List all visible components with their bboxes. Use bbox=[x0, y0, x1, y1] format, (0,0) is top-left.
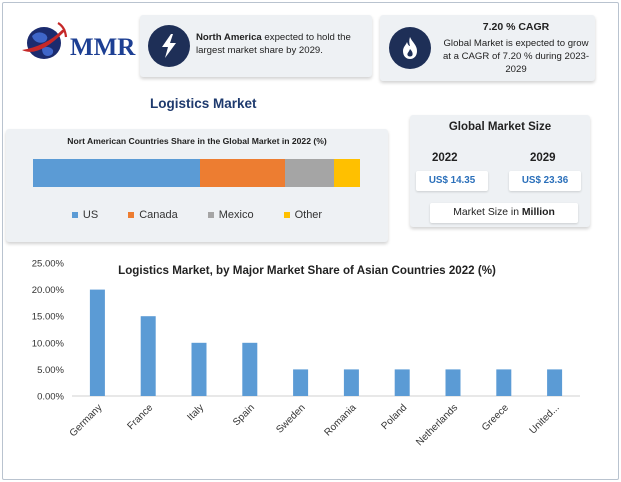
y-tick-label: 25.00% bbox=[32, 259, 65, 270]
legend-swatch bbox=[128, 212, 135, 218]
gms-year-2029: 2029 bbox=[530, 152, 556, 164]
na-legend-item: Canada bbox=[128, 209, 178, 221]
gms-year-2022: 2022 bbox=[432, 152, 458, 164]
bar-sweden bbox=[293, 369, 309, 396]
legend-swatch bbox=[207, 212, 214, 218]
gms-value-2029: US$ 23.36 bbox=[509, 171, 581, 191]
na-legend-item: Other bbox=[283, 209, 323, 221]
na-segment-canada bbox=[199, 159, 285, 187]
cagr-title: 7.20 % CAGR bbox=[482, 21, 550, 33]
y-tick-label: 10.00% bbox=[32, 338, 65, 349]
legend-label: Other bbox=[294, 209, 323, 221]
bar-poland bbox=[394, 369, 410, 396]
x-tick-label: Poland bbox=[380, 402, 410, 432]
bar-italy bbox=[191, 342, 207, 396]
north-america-share-panel: Nort American Countries Share in the Glo… bbox=[6, 129, 388, 242]
x-tick-label: Germany bbox=[68, 402, 105, 439]
y-tick-label: 15.00% bbox=[32, 312, 65, 323]
na-legend-item: Mexico bbox=[207, 209, 254, 221]
na-segment-mexico bbox=[284, 159, 334, 187]
mmr-logo: MMR bbox=[18, 12, 136, 70]
na-legend-item: US bbox=[71, 209, 99, 221]
bar-chart-axes: 0.00% 5.00% 10.00% 15.00% 20.00% 25.00% bbox=[32, 259, 580, 403]
bar-spain bbox=[242, 342, 258, 396]
gms-title: Global Market Size bbox=[448, 121, 552, 133]
na-stacked-bar bbox=[33, 159, 360, 187]
gms-unit-bold: Million bbox=[521, 207, 555, 218]
gms-unit-label: Market Size in Million bbox=[430, 203, 578, 223]
x-tick-label: Italy bbox=[185, 402, 206, 423]
y-tick-label: 20.00% bbox=[32, 285, 65, 296]
legend-label: Canada bbox=[139, 209, 178, 221]
x-tick-label: Sweden bbox=[274, 402, 307, 435]
legend-swatch bbox=[283, 212, 290, 218]
y-tick-label: 5.00% bbox=[37, 365, 64, 376]
bar-united bbox=[547, 369, 563, 396]
asian-countries-bar-chart: Logistics Market, by Major Market Share … bbox=[32, 259, 580, 448]
cagr-description: Global Market is expected to grow at a C… bbox=[442, 38, 590, 75]
bar-netherlands bbox=[445, 369, 461, 396]
legend-swatch bbox=[71, 212, 78, 218]
global-market-size-panel: Global Market Size 2022 2029 US$ 14.35 U… bbox=[410, 115, 590, 227]
legend-label: Mexico bbox=[218, 209, 254, 221]
x-tick-label: United... bbox=[528, 402, 562, 436]
x-tick-label: Spain bbox=[231, 402, 257, 428]
x-tick-label: Netherlands bbox=[414, 402, 460, 448]
bar-greece bbox=[496, 369, 512, 396]
section-title: Logistics Market bbox=[150, 96, 257, 111]
north-america-description: expected to hold the largest market shar… bbox=[196, 32, 351, 56]
legend-label: US bbox=[82, 209, 99, 221]
na-chart-title: Nort American Countries Share in the Glo… bbox=[67, 136, 327, 146]
bar-romania bbox=[343, 369, 359, 396]
na-segment-us bbox=[33, 159, 200, 187]
lightning-bolt-icon bbox=[148, 25, 190, 67]
cagr-info-card: 7.20 % CAGR Global Market is expected to… bbox=[380, 15, 595, 81]
flame-icon bbox=[389, 27, 431, 69]
y-tick-label: 0.00% bbox=[37, 392, 64, 403]
x-tick-label: Greece bbox=[480, 402, 511, 433]
north-america-info-card: North America expected to hold the large… bbox=[140, 15, 372, 77]
bar-chart-title: Logistics Market, by Major Market Share … bbox=[118, 264, 496, 277]
bar-germany bbox=[89, 289, 105, 396]
na-legend: US Canada Mexico Other bbox=[6, 209, 388, 221]
globe-logo-icon bbox=[22, 22, 68, 59]
gms-unit-prefix: Market Size in bbox=[453, 207, 522, 218]
x-tick-label: France bbox=[126, 402, 156, 432]
bar-chart-bars bbox=[89, 289, 563, 396]
logo-text: MMR bbox=[70, 34, 136, 61]
gms-value-2022: US$ 14.35 bbox=[416, 171, 488, 191]
na-segment-other bbox=[333, 159, 360, 187]
bar-chart-x-labels: Germany France Italy Spain Sweden Romania Pola… bbox=[68, 402, 562, 448]
north-america-highlight: North America bbox=[196, 32, 262, 43]
north-america-info-text: North America expected to hold the large… bbox=[196, 31, 368, 57]
x-tick-label: Romania bbox=[322, 402, 358, 438]
bar-france bbox=[140, 316, 156, 396]
